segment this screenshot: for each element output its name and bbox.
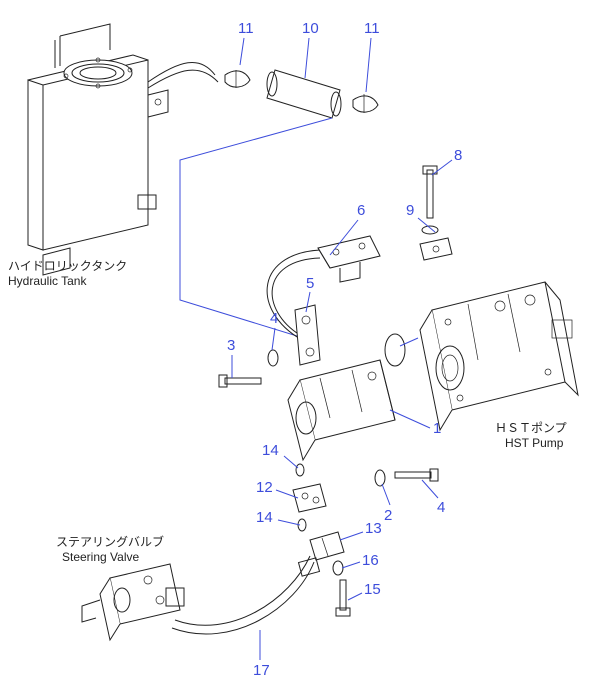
steering-valve-label-en: Steering Valve	[62, 550, 139, 564]
callout-14a: 14	[262, 442, 279, 459]
callout-2: 2	[384, 507, 392, 524]
callout-12: 12	[256, 479, 273, 496]
steering-valve-label-jp: ステアリングバルブ	[56, 534, 164, 549]
steering-valve	[82, 564, 184, 640]
upper-hose	[148, 62, 218, 88]
hydraulic-tank	[28, 24, 168, 275]
callout-10: 10	[302, 20, 319, 37]
hst-pump-label-en: HST Pump	[505, 436, 564, 450]
washer-2	[375, 470, 385, 486]
callout-17: 17	[253, 662, 270, 679]
bolt-3	[219, 375, 261, 387]
callout-4b: 4	[437, 499, 445, 516]
callout-8: 8	[454, 147, 462, 164]
bolt-15	[336, 580, 350, 616]
callout-9: 9	[406, 202, 414, 219]
washer-9	[422, 226, 438, 234]
fitting-13	[310, 532, 344, 560]
callout-4a: 4	[270, 310, 278, 327]
plate-5	[295, 305, 320, 365]
hst-pump	[420, 282, 578, 430]
washer-4	[268, 350, 278, 366]
washer-16	[333, 561, 343, 575]
hydraulic-tank-label-jp: ハイドロリックタンク	[8, 259, 127, 273]
hose-6	[267, 236, 380, 342]
callout-13: 13	[365, 520, 382, 537]
hst-pump-label-jp: ＨＳＴポンプ	[495, 421, 567, 435]
bracket-9	[420, 238, 452, 260]
callout-16: 16	[362, 552, 379, 569]
callout-11b: 11	[364, 20, 380, 37]
o-ring-14a	[296, 464, 304, 476]
callout-3: 3	[227, 337, 235, 354]
pump-main	[288, 360, 395, 460]
clamp-right	[353, 94, 378, 113]
sleeve	[267, 70, 341, 118]
hose-17	[172, 556, 320, 634]
bolt-8	[423, 166, 437, 218]
bolt-4b	[395, 469, 438, 481]
hydraulic-tank-label-en: Hydraulic Tank	[8, 274, 87, 288]
callout-14b: 14	[256, 509, 273, 526]
o-ring-7	[385, 334, 405, 366]
parts-diagram: ハイドロリックタンク Hydraulic Tank 11 10 11 6	[0, 0, 600, 694]
callout-15: 15	[364, 581, 381, 598]
callout-6: 6	[357, 202, 365, 219]
clamp-left	[225, 70, 250, 88]
callout-11a: 11	[238, 20, 254, 37]
callout-5: 5	[306, 275, 314, 292]
